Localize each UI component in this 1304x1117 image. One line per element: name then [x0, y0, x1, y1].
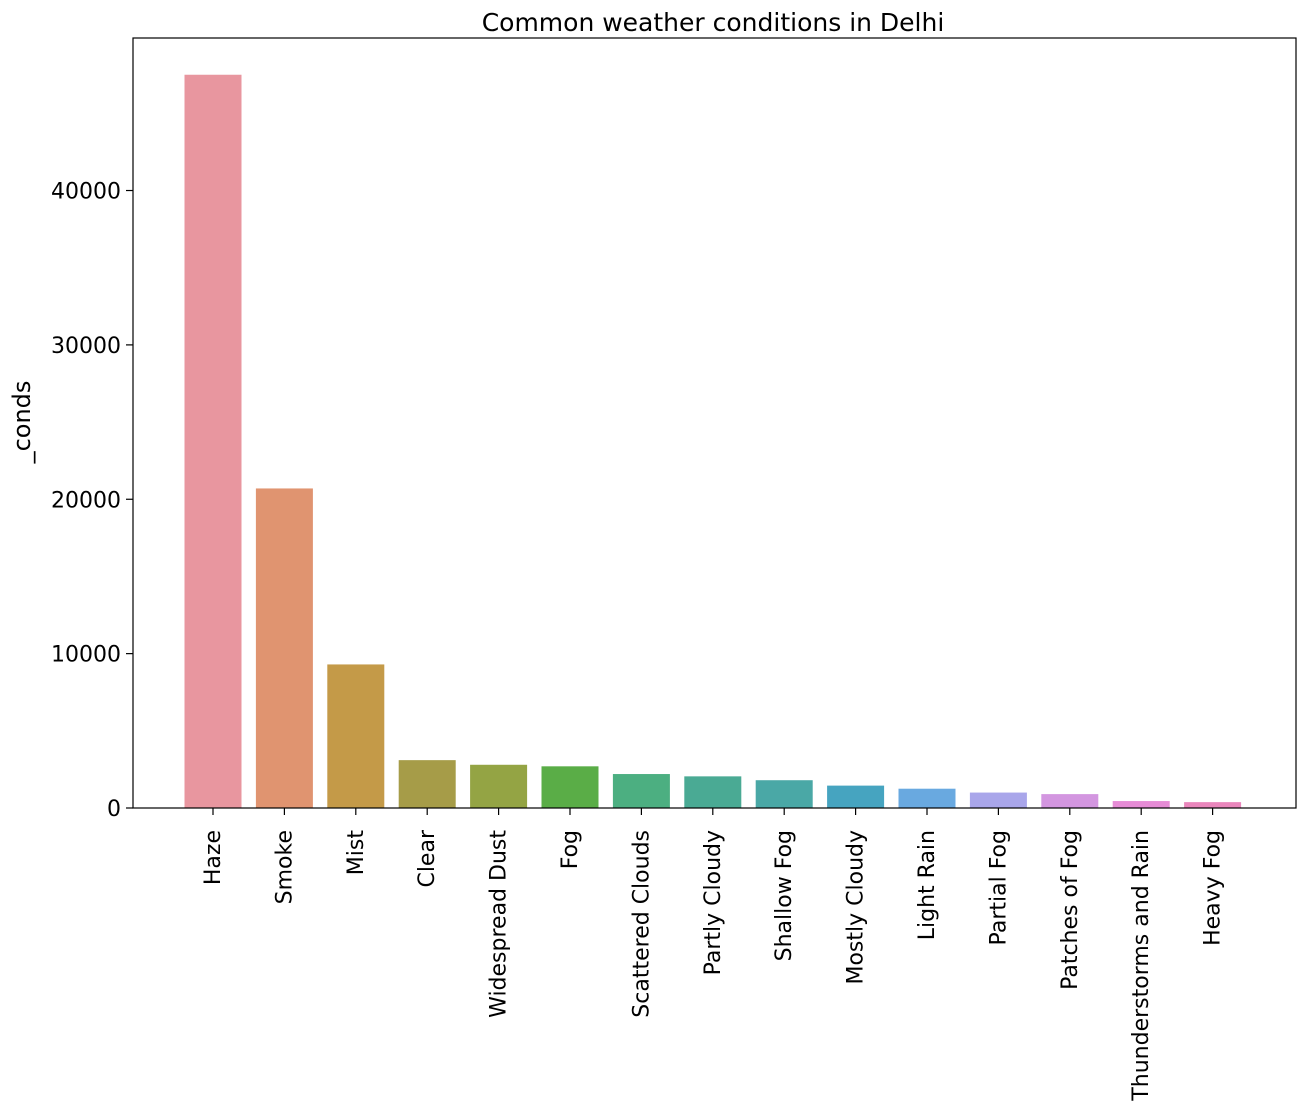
bar-thunderstorms-and-rain	[1112, 801, 1170, 808]
x-tick-label: Patches of Fog	[1058, 830, 1083, 990]
x-tick-label: Mostly Cloudy	[844, 830, 869, 985]
bar-mist	[327, 664, 385, 808]
bar-patches-of-fog	[1041, 794, 1099, 808]
y-tick-label: 0	[107, 797, 121, 822]
x-tick-label: Widespread Dust	[487, 830, 512, 1018]
bars-group	[184, 74, 1242, 808]
bar-partial-fog	[969, 792, 1027, 808]
bar-heavy-fog	[1184, 802, 1242, 808]
x-axis-ticks: Haze Smoke Mist Clear Widespread Dust Fog Scat…	[201, 808, 1226, 1102]
bar-light-rain	[898, 788, 956, 808]
x-tick-label: Clear	[415, 829, 440, 887]
chart-title: Common weather conditions in Delhi	[482, 8, 945, 37]
bar-clear	[398, 760, 456, 808]
x-tick-label: Scattered Clouds	[629, 830, 654, 1018]
y-tick-label: 10000	[51, 643, 121, 668]
bar-shallow-fog	[755, 780, 813, 808]
x-tick-label: Light Rain	[915, 830, 940, 940]
bar-widespread-dust	[470, 764, 528, 808]
x-tick-label: Heavy Fog	[1201, 830, 1226, 946]
x-tick-label: Partly Cloudy	[701, 830, 726, 975]
x-tick-label: Smoke	[272, 830, 297, 904]
bar-fog	[541, 766, 599, 808]
x-tick-label: Thunderstorms and Rain	[1129, 830, 1154, 1102]
y-axis-ticks: 0 10000 20000 30000 40000	[51, 180, 133, 822]
y-axis-label: _conds	[8, 381, 36, 465]
x-tick-label: Fog	[558, 830, 583, 869]
bar-partly-cloudy	[684, 776, 742, 808]
y-tick-label: 20000	[51, 488, 121, 513]
bar-haze	[184, 74, 242, 808]
x-tick-label: Haze	[201, 830, 226, 885]
x-tick-label: Partial Fog	[986, 830, 1011, 945]
x-tick-label: Shallow Fog	[772, 830, 797, 961]
x-tick-label: Mist	[344, 830, 369, 876]
y-tick-label: 40000	[51, 180, 121, 205]
bar-mostly-cloudy	[827, 785, 885, 808]
plot-frame	[132, 37, 1297, 809]
bar-scattered-clouds	[612, 774, 670, 808]
bar-smoke	[255, 488, 313, 808]
y-tick-label: 30000	[51, 334, 121, 359]
